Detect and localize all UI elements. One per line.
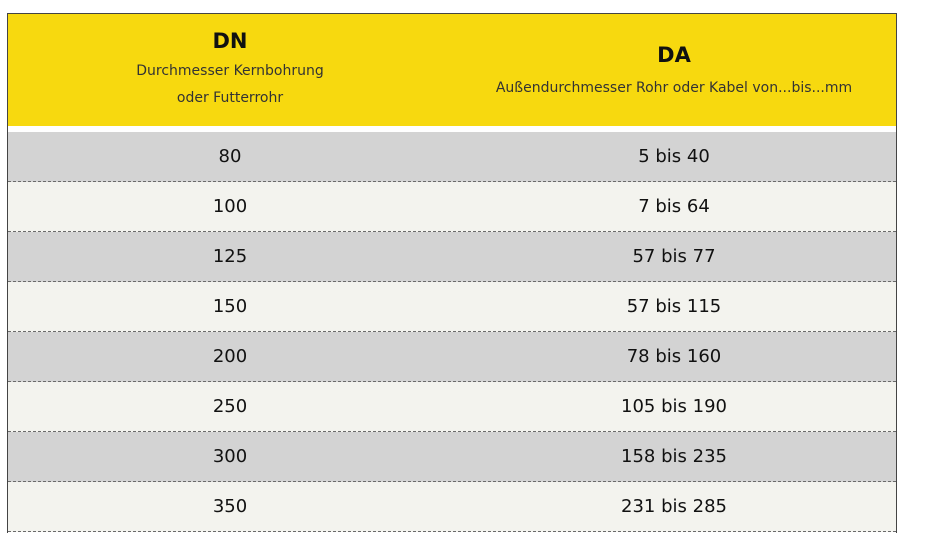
da-cell: 105 bis 190 <box>621 395 727 417</box>
header-dn-title: DN <box>212 29 248 53</box>
table-row: 150 57 bis 115 <box>8 282 896 332</box>
table-row: 350 231 bis 285 <box>8 482 896 532</box>
da-cell: 57 bis 115 <box>626 295 722 317</box>
table-row: 125 57 bis 77 <box>8 232 896 282</box>
dn-cell: 300 <box>212 445 248 467</box>
da-cell: 231 bis 285 <box>621 495 727 517</box>
table-row: 250 105 bis 190 <box>8 382 896 432</box>
header-da: DA Außendurchmesser Rohr oder Kabel von.… <box>452 14 896 126</box>
dn-cell: 80 <box>218 145 242 167</box>
header-da-title: DA <box>657 43 691 67</box>
dn-cell: 200 <box>212 345 248 367</box>
table-body: 80 5 bis 40 100 7 bis 64 125 57 bis 77 1… <box>8 132 896 532</box>
dn-cell: 250 <box>212 395 248 417</box>
da-cell: 78 bis 160 <box>626 345 722 367</box>
table-row: 300 158 bis 235 <box>8 432 896 482</box>
table-header: DN Durchmesser Kernbohrung oder Futterro… <box>8 14 896 132</box>
dn-cell: 350 <box>212 495 248 517</box>
dn-cell: 150 <box>212 295 248 317</box>
da-cell: 5 bis 40 <box>638 145 710 167</box>
header-dn-subtitle-1: Durchmesser Kernbohrung <box>136 63 324 79</box>
header-dn-subtitle-2: oder Futterrohr <box>176 90 284 106</box>
dimension-table: DN Durchmesser Kernbohrung oder Futterro… <box>7 13 897 533</box>
dn-cell: 125 <box>212 245 248 267</box>
table-row: 200 78 bis 160 <box>8 332 896 382</box>
da-cell: 57 bis 77 <box>632 245 716 267</box>
table-row: 80 5 bis 40 <box>8 132 896 182</box>
table-row: 100 7 bis 64 <box>8 182 896 232</box>
header-da-subtitle: Außendurchmesser Rohr oder Kabel von...b… <box>495 80 853 96</box>
da-cell: 7 bis 64 <box>638 195 710 217</box>
da-cell: 158 bis 235 <box>621 445 727 467</box>
header-dn: DN Durchmesser Kernbohrung oder Futterro… <box>8 14 452 126</box>
dn-cell: 100 <box>212 195 248 217</box>
